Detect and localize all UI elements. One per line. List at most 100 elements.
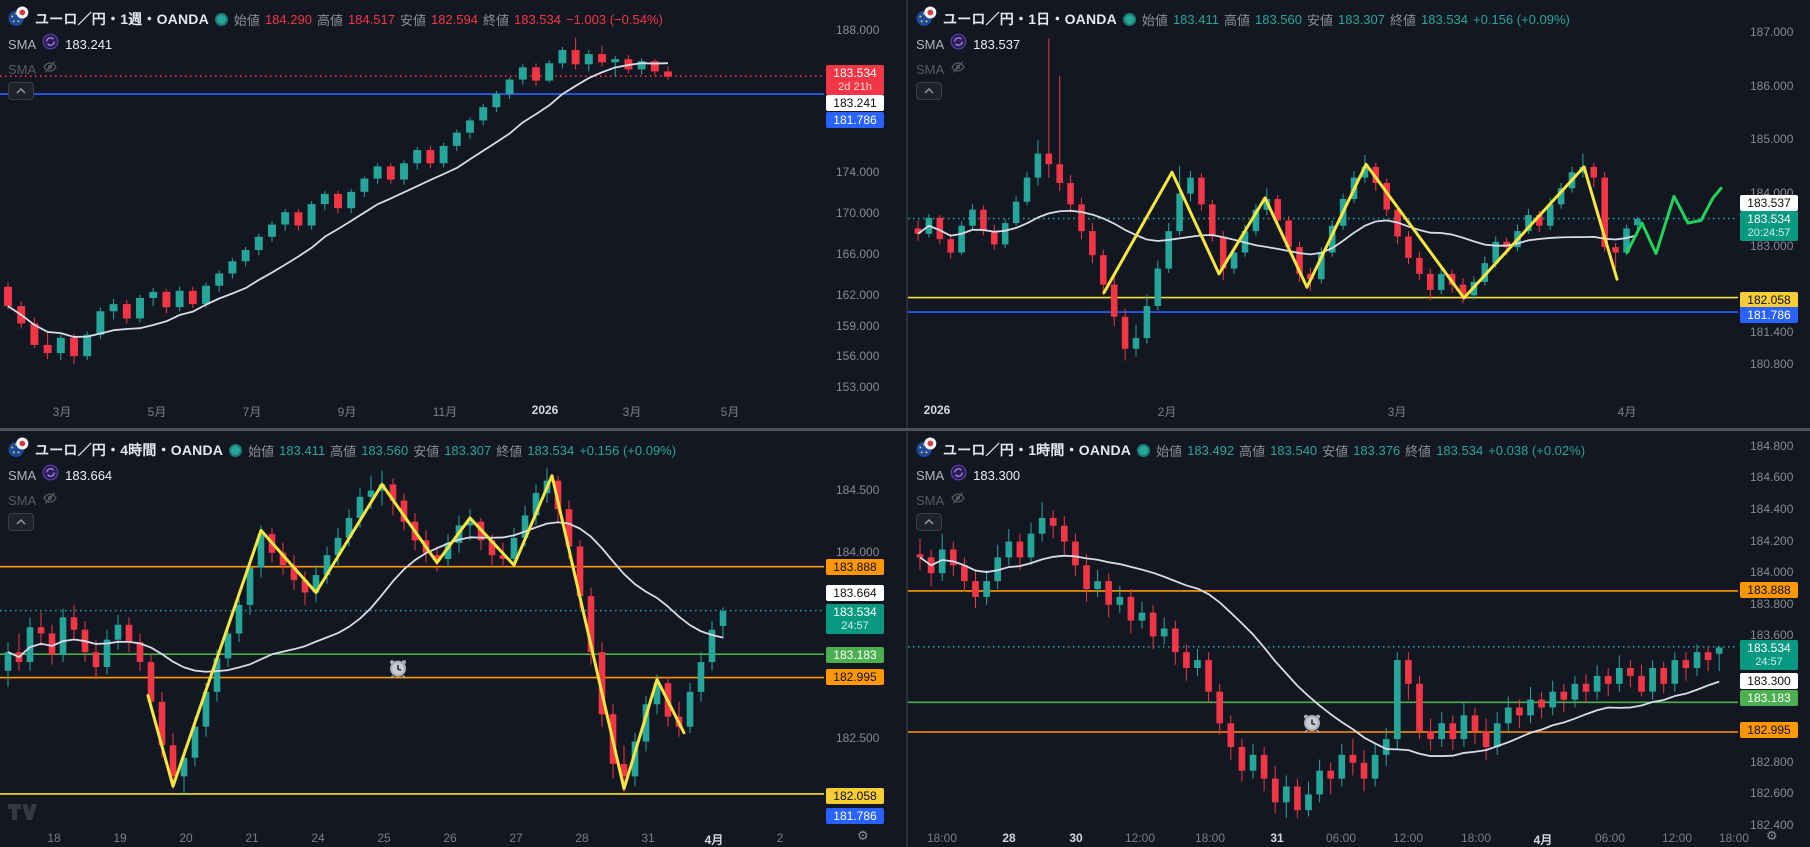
price-axis-label: 183.000 [1750, 239, 1794, 254]
close-value: 183.534 [527, 442, 575, 458]
chart-legend: ユーロ／円・4時間・OANDA 始値 183.411 高値 183.560 安値 18… [8, 437, 676, 514]
sma2-indicator-label[interactable]: SMA [916, 492, 945, 508]
price-axis-1d[interactable]: 187.000 186.000 185.000 184.000 183.000 181.4… [1738, 0, 1810, 398]
chart-title[interactable]: ユーロ／円・4時間・OANDA [35, 442, 224, 458]
low-value: 183.307 [444, 442, 492, 458]
time-axis-label: 18:00 [1194, 831, 1226, 845]
sma2-indicator-label[interactable]: SMA [8, 492, 37, 508]
eurjpy-pair-icon [8, 437, 29, 463]
price-axis-label: 159.000 [836, 318, 880, 333]
time-axis-label: 12:00 [1392, 831, 1424, 845]
sma-indicator-icon[interactable] [950, 33, 967, 55]
price-axis-label: 184.500 [836, 482, 880, 497]
alarm-clock-icon[interactable] [390, 660, 406, 679]
high-value: 183.540 [1270, 442, 1318, 458]
ohlc-readout: 始値 183.492 高値 183.540 安値 183.376 終値 183.534 … [1156, 441, 1585, 460]
sma-indicator-label[interactable]: SMA [8, 36, 37, 52]
price-axis-label: 184.600 [1750, 470, 1794, 485]
collapse-pane-button[interactable] [8, 82, 34, 100]
eye-off-icon[interactable] [42, 490, 58, 511]
price-axis-label: 184.200 [1750, 533, 1794, 548]
price-axis-label: 174.000 [836, 165, 880, 180]
low-value: 183.307 [1338, 11, 1385, 27]
price-axis-4h[interactable]: 184.500184.000182.500182.000183.888183.6… [824, 431, 906, 826]
chart-pane-4h: 184.500184.000182.500182.000183.888183.6… [0, 431, 906, 847]
price-badge: 181.786 [826, 111, 884, 128]
change-value: +0.156 (+0.09%) [579, 442, 677, 458]
pane-divider-vertical[interactable] [906, 0, 908, 847]
time-axis-1h[interactable]: 18:00 28 30 12:00 18:00 31 06:00 12:00 18:00 4月 06… [908, 826, 1810, 847]
open-label: 始値 [1141, 12, 1168, 28]
collapse-pane-button[interactable] [8, 513, 34, 531]
price-axis-label: 182.500 [836, 731, 880, 746]
sma-indicator-icon[interactable] [42, 464, 59, 486]
eye-off-icon[interactable] [950, 490, 966, 511]
ohlc-readout: 始値 184.290 高値 184.517 安値 182.594 終値 183.534 … [234, 10, 663, 29]
time-axis-label: 2月 [1157, 405, 1177, 419]
price-axis-label: 153.000 [836, 379, 880, 394]
price-badge: 183.241 [826, 94, 884, 111]
sma-indicator-label[interactable]: SMA [916, 36, 945, 52]
sma-indicator-label[interactable]: SMA [916, 467, 945, 483]
price-axis-label: 181.400 [1750, 324, 1794, 339]
sma-indicator-label[interactable]: SMA [8, 467, 37, 483]
price-axis-label: 182.600 [1750, 786, 1794, 801]
market-status-icon[interactable] [214, 12, 228, 26]
high-value: 184.517 [347, 11, 395, 27]
chart-title[interactable]: ユーロ／円・1週・OANDA [35, 11, 209, 27]
close-value: 183.534 [1436, 442, 1484, 458]
price-axis-label: 187.000 [1750, 25, 1794, 40]
eye-off-icon[interactable] [42, 59, 58, 80]
change-value: −1.003 (−0.54%) [565, 11, 663, 27]
collapse-pane-button[interactable] [916, 82, 942, 100]
price-plot-1h[interactable] [908, 431, 1738, 826]
close-label: 終値 [1390, 12, 1417, 28]
time-axis-label: 30 [1069, 831, 1083, 845]
time-axis-label: 12:00 [1661, 831, 1693, 845]
time-axis-label: 25 [377, 831, 391, 845]
high-label: 高値 [316, 12, 343, 28]
collapse-pane-button[interactable] [916, 513, 942, 531]
chart-pane-1h: 184.800 184.600 184.400 184.200 184.000 183.8… [908, 431, 1810, 847]
sma-indicator-icon[interactable] [42, 33, 59, 55]
open-value: 183.492 [1187, 442, 1235, 458]
time-axis-1w[interactable]: 3月 5月 7月 9月 11月 2026 3月 5月 [0, 398, 906, 428]
price-badge: 183.534 24:57 [826, 604, 884, 634]
price-badge: 183.537 [1740, 194, 1798, 211]
price-plot-4h[interactable] [0, 431, 824, 826]
price-axis-1h[interactable]: 184.800 184.600 184.400 184.200 184.000 183.8… [1738, 431, 1810, 832]
time-axis-4h[interactable]: 18 19 20 21 24 25 26 27 28 31 4月 2 [0, 826, 906, 847]
close-label: 終値 [496, 443, 523, 459]
market-status-icon[interactable] [229, 443, 243, 457]
chart-title[interactable]: ユーロ／円・1時間・OANDA [943, 442, 1132, 458]
price-axis-1w[interactable]: 188.000 174.000 170.000 166.000 162.000 159.0… [824, 0, 906, 398]
time-axis-label: 4月 [1617, 405, 1637, 419]
time-axis-label: 19 [113, 831, 127, 845]
price-axis-label: 184.400 [1750, 502, 1794, 516]
close-value: 183.534 [1421, 11, 1469, 27]
price-plot-1d[interactable] [908, 0, 1738, 398]
price-scale-settings-icon[interactable]: ⚙ [1766, 828, 1778, 843]
pane-divider-horizontal[interactable] [0, 428, 1810, 431]
time-axis-label: 20 [179, 831, 193, 845]
market-status-icon[interactable] [1122, 12, 1136, 26]
sma2-indicator-label[interactable]: SMA [8, 61, 37, 77]
alarm-clock-icon[interactable] [1304, 714, 1320, 733]
time-axis-label: 4月 [704, 833, 724, 847]
sma-indicator-icon[interactable] [950, 464, 967, 486]
time-axis-1d[interactable]: 2026 2月 3月 4月 [908, 398, 1810, 428]
price-axis-label: 188.000 [836, 22, 880, 37]
eye-off-icon[interactable] [950, 59, 966, 80]
time-axis-label: 5月 [720, 405, 740, 419]
sma2-indicator-label[interactable]: SMA [916, 61, 945, 77]
market-status-icon[interactable] [1137, 443, 1151, 457]
open-label: 始値 [248, 443, 275, 459]
ohlc-readout: 始値 183.411 高値 183.560 安値 183.307 終値 183.534 … [248, 441, 676, 460]
time-axis-label: 11月 [432, 405, 458, 419]
high-value: 183.560 [1254, 11, 1302, 27]
time-axis-label: 21 [245, 831, 259, 845]
price-scale-settings-icon[interactable]: ⚙ [857, 828, 869, 843]
chart-title[interactable]: ユーロ／円・1日・OANDA [943, 11, 1117, 27]
price-plot-1w[interactable] [0, 0, 824, 398]
